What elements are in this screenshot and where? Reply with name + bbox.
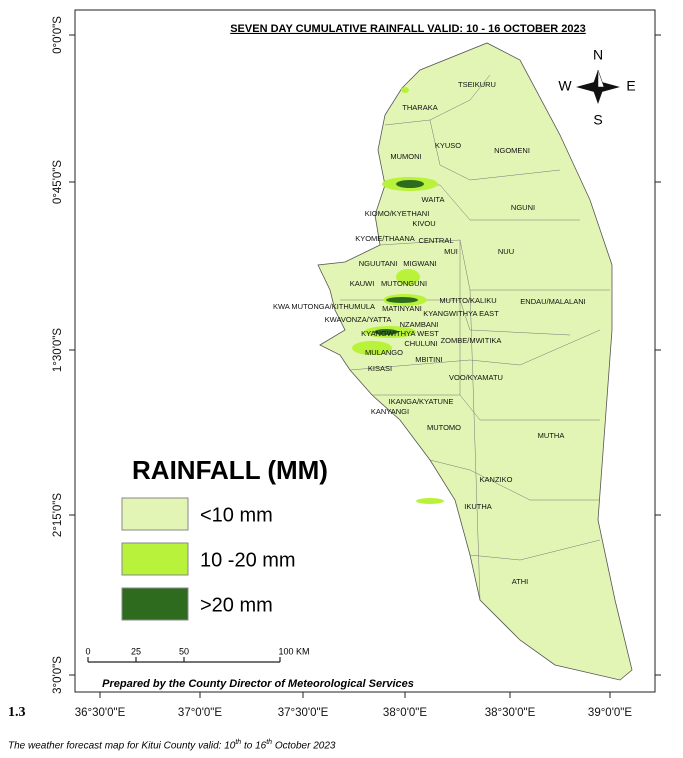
compass-e: E bbox=[626, 78, 635, 94]
lon-label: 37°30'0"E bbox=[278, 707, 329, 719]
legend-label: <10 mm bbox=[200, 504, 273, 526]
ward-label: MUMONI bbox=[390, 152, 421, 161]
lat-label: 2°15'0"S bbox=[52, 493, 64, 537]
ward-label: VOO/KYAMATU bbox=[449, 373, 503, 382]
lat-label: 3°0'0"S bbox=[52, 656, 64, 694]
legend-swatch bbox=[121, 542, 189, 576]
lon-label: 36°30'0"E bbox=[75, 707, 126, 719]
ward-label: KYOME/THAANA bbox=[355, 234, 415, 243]
scale-bar bbox=[87, 657, 281, 663]
ward-label: NZAMBANI bbox=[400, 320, 439, 329]
compass: N S E W bbox=[558, 47, 635, 128]
ward-label: CHULUNI bbox=[404, 339, 437, 348]
ward-label: KANZIKO bbox=[480, 475, 513, 484]
caption-part: th bbox=[235, 739, 242, 746]
scale-label: 50 bbox=[179, 646, 189, 656]
legend-title: RAINFALL (MM) bbox=[132, 455, 328, 485]
county-outline bbox=[317, 42, 633, 681]
compass-w: W bbox=[558, 78, 572, 94]
ward-label: MULANGO bbox=[365, 348, 403, 357]
legend-label: >20 mm bbox=[200, 594, 273, 616]
ward-label: MUI bbox=[444, 247, 458, 256]
lon-label: 39°0'0"E bbox=[588, 707, 632, 719]
ward-label: MUTONGUNI bbox=[381, 279, 427, 288]
map-title: SEVEN DAY CUMULATIVE RAINFALL VALID: 10 … bbox=[230, 23, 586, 35]
ward-label: MUTITO/KALIKU bbox=[439, 296, 496, 305]
rainfall-patches bbox=[352, 87, 444, 504]
map: SEVEN DAY CUMULATIVE RAINFALL VALID: 10 … bbox=[52, 9, 661, 719]
ward-label: MATINYANI bbox=[382, 304, 422, 313]
ward-label: KIOMO/KYETHANI bbox=[365, 209, 430, 218]
caption-part: The weather forecast map for Kitui Count… bbox=[8, 740, 236, 752]
lon-label: 38°0'0"E bbox=[383, 707, 427, 719]
scale-label: 100 KM bbox=[278, 646, 309, 656]
ward-label: KWA MUTONGA/KITHUMULA bbox=[273, 302, 375, 311]
ward-label: KYUSO bbox=[435, 141, 461, 150]
ward-label: TSEIKURU bbox=[458, 80, 496, 89]
lon-label: 38°30'0"E bbox=[485, 707, 536, 719]
lat-label: 0°45'0"S bbox=[52, 160, 64, 204]
ward-label: NGOMENI bbox=[494, 146, 530, 155]
ward-label: KAUWI bbox=[350, 279, 375, 288]
lat-label: 1°30'0"S bbox=[52, 328, 64, 372]
compass-s: S bbox=[593, 112, 602, 128]
legend-swatch bbox=[121, 497, 189, 531]
compass-n: N bbox=[593, 47, 603, 63]
lat-label: 0°0'0"S bbox=[52, 16, 64, 54]
ward-label: KWAVONZA/YATTA bbox=[325, 315, 392, 324]
ward-label: KYANGWITHYA WEST bbox=[361, 329, 439, 338]
caption-part: October 2023 bbox=[272, 740, 336, 752]
ward-label: THARAKA bbox=[402, 103, 437, 112]
caption-part: th bbox=[266, 739, 273, 746]
ward-label: IKUTHA bbox=[464, 502, 492, 511]
ward-label: KISASI bbox=[368, 364, 392, 373]
ward-label: NGUNI bbox=[511, 203, 535, 212]
lon-label: 37°0'0"E bbox=[178, 707, 222, 719]
figure-number: 1.3 bbox=[8, 705, 26, 720]
ward-label: CENTRAL bbox=[418, 236, 453, 245]
ward-label: KIVOU bbox=[412, 219, 435, 228]
credit: Prepared by the County Director of Meteo… bbox=[102, 678, 414, 690]
ward-label: MBITINI bbox=[415, 355, 443, 364]
ward-label: IKANGA/KYATUNE bbox=[389, 397, 454, 406]
ward-label: NUU bbox=[498, 247, 514, 256]
ward-label: MIGWANI bbox=[403, 259, 436, 268]
ward-label: ZOMBE/MWITIKA bbox=[441, 336, 502, 345]
ward-label: ATHI bbox=[512, 577, 529, 586]
caption: The weather forecast map for Kitui Count… bbox=[8, 739, 335, 751]
caption-part: to 16 bbox=[241, 740, 267, 752]
ward-boundaries bbox=[340, 74, 610, 601]
ward-label: MUTOMO bbox=[427, 423, 461, 432]
ward-label: KANYANGI bbox=[371, 407, 409, 416]
ward-label: MUTHA bbox=[538, 431, 565, 440]
ward-label: NGUUTANI bbox=[359, 259, 398, 268]
ward-label: ENDAU/MALALANI bbox=[520, 297, 585, 306]
legend-swatch bbox=[121, 587, 189, 621]
scale-label: 25 bbox=[131, 646, 141, 656]
legend-label: 10 -20 mm bbox=[200, 549, 296, 571]
ward-label: KYANGWITHYA EAST bbox=[423, 309, 499, 318]
scale-label: 0 bbox=[85, 646, 90, 656]
ward-label: WAITA bbox=[422, 195, 445, 204]
